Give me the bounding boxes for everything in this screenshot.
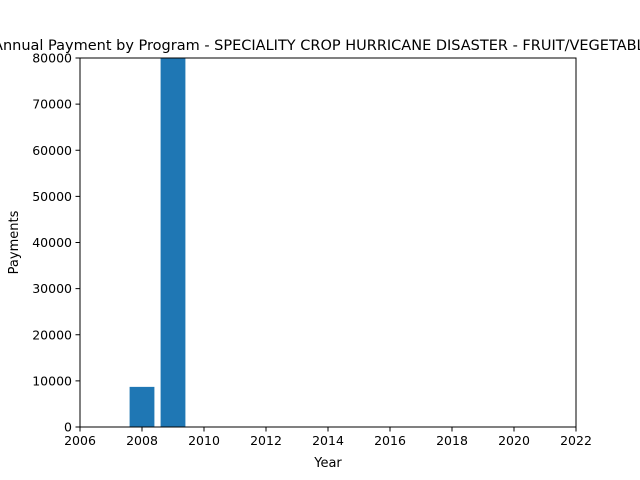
plot-area-frame	[79, 57, 577, 428]
x-tick-label: 2008	[126, 433, 158, 448]
x-axis-ticks: 2006 2008 2010 2012 2014 2016 2018 2020 2022	[64, 427, 592, 448]
y-tick-label: 40000	[32, 235, 72, 250]
x-tick-label: 2016	[374, 433, 406, 448]
x-tick-label: 2010	[188, 433, 220, 448]
bar-2008	[129, 386, 155, 427]
y-tick-label: 0	[64, 420, 72, 435]
chart-title: Annual Payment by Program - SPECIALITY C…	[0, 38, 640, 54]
y-tick-label: 30000	[32, 281, 72, 296]
y-tick-label: 60000	[32, 143, 72, 158]
y-tick-label: 80000	[32, 51, 72, 66]
x-axis-label: Year	[313, 456, 342, 471]
y-axis-ticks: 0 10000 20000 30000 40000 50000 60000 70000 8000…	[32, 51, 80, 435]
bars-group	[129, 58, 186, 427]
bar-2009	[160, 58, 186, 427]
x-tick-label: 2018	[436, 433, 468, 448]
x-tick-label: 2006	[64, 433, 96, 448]
x-tick-label: 2014	[312, 433, 344, 448]
y-tick-label: 70000	[32, 97, 72, 112]
x-tick-label: 2012	[250, 433, 282, 448]
x-tick-label: 2020	[498, 433, 530, 448]
y-axis-label: Payments	[7, 210, 22, 274]
y-tick-label: 20000	[32, 327, 72, 342]
y-tick-label: 50000	[32, 189, 72, 204]
x-tick-label: 2022	[560, 433, 592, 448]
y-tick-label: 10000	[32, 373, 72, 388]
